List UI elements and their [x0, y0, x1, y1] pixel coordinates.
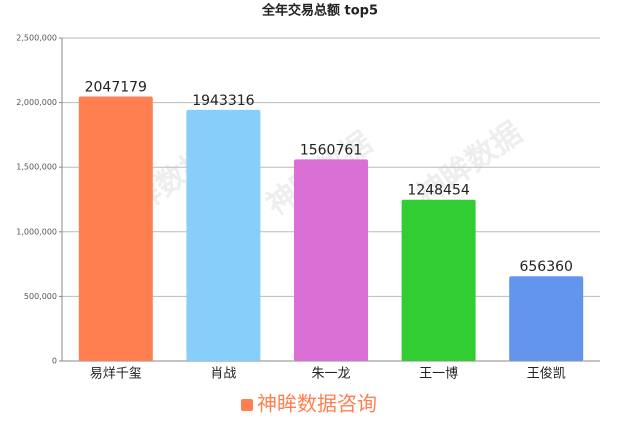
y-tick-label: 0: [52, 357, 57, 366]
x-tick-label: 肖战: [210, 367, 236, 382]
legend-label: 神眸数据咨询: [257, 392, 377, 416]
y-tick-label: 2,500,000: [16, 34, 57, 43]
bar: [509, 276, 584, 361]
value-label: 1560761: [300, 142, 362, 158]
y-tick-label: 1,000,000: [16, 227, 57, 236]
x-tick-label: 易烊千玺: [90, 367, 142, 382]
bar: [401, 199, 476, 361]
x-tick-label: 王一博: [419, 367, 458, 382]
value-label: 1943316: [192, 93, 254, 109]
x-tick-label: 王俊凯: [527, 367, 566, 382]
value-label: 2047179: [85, 80, 147, 96]
y-tick-label: 1,500,000: [16, 163, 57, 172]
bar: [294, 159, 368, 361]
chart-title: 全年交易总额 top5: [261, 3, 378, 19]
bar: [186, 109, 261, 361]
value-label: 1248454: [407, 183, 469, 199]
legend-swatch: [241, 399, 253, 411]
x-tick-label: 朱一龙: [311, 367, 350, 382]
y-tick-label: 500,000: [24, 292, 57, 301]
y-tick-label: 2,000,000: [16, 98, 57, 107]
bar: [78, 96, 153, 362]
value-label: 656360: [519, 259, 572, 275]
